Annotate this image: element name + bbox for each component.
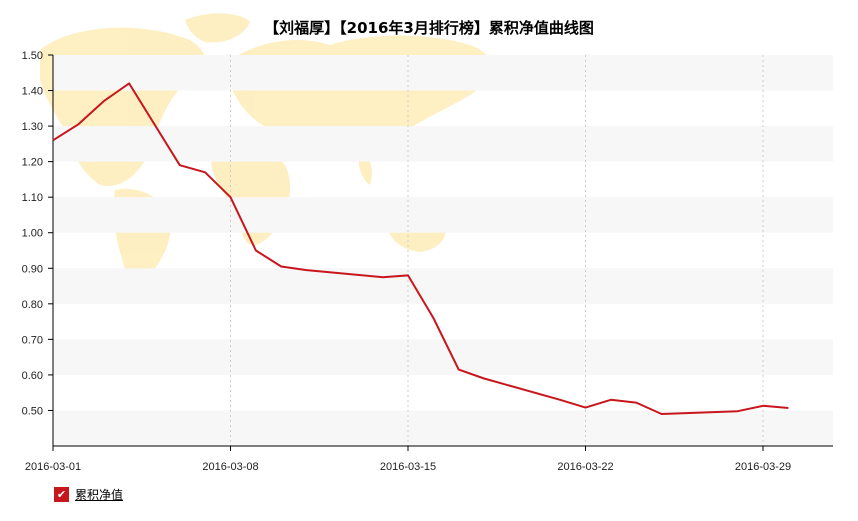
x-tick-labels: 2016-03-01 2016-03-08 2016-03-15 2016-03-22… bbox=[25, 461, 791, 473]
axes bbox=[48, 54, 833, 451]
legend-label: 累积净值 bbox=[75, 488, 124, 502]
grid-band bbox=[53, 410, 833, 446]
x-tick-label: 2016-03-29 bbox=[735, 461, 791, 473]
x-tick-label: 2016-03-08 bbox=[202, 461, 258, 473]
y-tick-label: 0.70 bbox=[22, 334, 43, 346]
y-tick-label: 1.40 bbox=[22, 86, 43, 98]
y-tick-label: 1.10 bbox=[22, 192, 43, 204]
grid-band bbox=[53, 339, 833, 375]
grid-band bbox=[53, 55, 833, 91]
y-tick-label: 1.50 bbox=[22, 50, 43, 62]
plot-area: 0.50 0.60 0.70 0.80 0.90 1.00 1.10 1.20 1.30 1.40… bbox=[22, 50, 833, 473]
y-tick-label: 0.50 bbox=[22, 405, 43, 417]
legend-checkbox[interactable]: ✔ bbox=[54, 487, 69, 502]
grid-bands bbox=[53, 55, 833, 446]
x-tick-label: 2016-03-01 bbox=[25, 461, 81, 473]
y-tick-labels: 0.50 0.60 0.70 0.80 0.90 1.00 1.10 1.20 1.30 1.40… bbox=[22, 50, 43, 417]
x-tick-label: 2016-03-15 bbox=[380, 461, 436, 473]
y-tick-label: 0.90 bbox=[22, 263, 43, 275]
y-tick-label: 1.20 bbox=[22, 157, 43, 169]
y-tick-label: 0.80 bbox=[22, 299, 43, 311]
x-gridlines bbox=[230, 55, 764, 446]
legend-item-cumulative-nav[interactable]: ✔ 累积净值 bbox=[54, 486, 123, 503]
grid-band bbox=[53, 126, 833, 162]
chart-title: 【刘福厚】【2016年3月排行榜】累积净值曲线图 bbox=[264, 19, 594, 37]
grid-band bbox=[53, 268, 833, 304]
x-tick-label: 2016-03-22 bbox=[557, 461, 613, 473]
y-tick-label: 0.60 bbox=[22, 370, 43, 382]
y-tick-label: 1.30 bbox=[22, 121, 43, 133]
y-tick-label: 1.00 bbox=[22, 228, 43, 240]
series-line-cumulative-nav bbox=[52, 82, 789, 415]
grid-band bbox=[53, 197, 833, 233]
checkmark-icon: ✔ bbox=[56, 488, 67, 501]
series-layer bbox=[52, 82, 789, 415]
